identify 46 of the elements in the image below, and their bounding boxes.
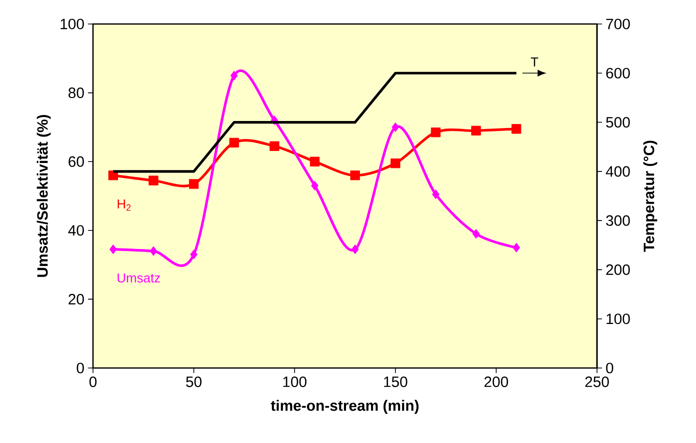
point bbox=[310, 156, 320, 166]
y2-tick-label: 500 bbox=[606, 116, 630, 128]
point bbox=[350, 170, 360, 180]
point bbox=[109, 244, 117, 254]
point bbox=[471, 126, 481, 136]
y-tick-label: 40 bbox=[68, 225, 84, 236]
y-tick-label: 0 bbox=[76, 362, 84, 374]
point bbox=[188, 179, 199, 189]
point bbox=[190, 250, 198, 260]
point bbox=[230, 70, 238, 80]
y-axis-title: Umsatz/Selektivität (%) bbox=[36, 114, 51, 277]
y2-axis-title: Temperatur (°C) bbox=[643, 140, 658, 252]
y2-tick-label: 700 bbox=[606, 18, 630, 30]
point bbox=[432, 189, 440, 200]
x-tick-label: 0 bbox=[89, 376, 97, 388]
point bbox=[150, 246, 158, 256]
point bbox=[512, 124, 522, 134]
x-tick-label: 200 bbox=[484, 376, 508, 388]
x-tick-label: 250 bbox=[585, 376, 609, 388]
y2-tick-label: 100 bbox=[606, 314, 630, 324]
point bbox=[148, 176, 158, 186]
y-tick-label: 60 bbox=[68, 156, 84, 167]
point bbox=[472, 229, 480, 239]
point bbox=[430, 128, 441, 138]
y2-tick-label: 400 bbox=[606, 166, 630, 177]
y2-tick-label: 600 bbox=[606, 68, 630, 78]
point bbox=[390, 158, 400, 168]
point bbox=[311, 180, 318, 191]
point bbox=[229, 138, 239, 148]
y-tick-label: 20 bbox=[68, 294, 84, 304]
y-tick-label: 80 bbox=[68, 88, 84, 98]
y2-tick-label: 300 bbox=[606, 215, 630, 226]
point bbox=[351, 244, 359, 254]
y-tick-label: 100 bbox=[60, 18, 84, 30]
point bbox=[392, 122, 400, 132]
x-axis-title: time-on-stream (min) bbox=[270, 400, 419, 414]
x-tick-label: 50 bbox=[186, 376, 202, 388]
series-label: Umsatz bbox=[118, 273, 160, 283]
series-label: H$_{2}$ bbox=[118, 200, 131, 211]
x-tick-label: 150 bbox=[384, 376, 408, 388]
y2-tick-label: 200 bbox=[606, 264, 630, 275]
point bbox=[512, 242, 520, 252]
series-label: T bbox=[530, 58, 538, 66]
y2-tick-label: 0 bbox=[606, 362, 614, 374]
point bbox=[270, 141, 280, 151]
x-tick-label: 100 bbox=[283, 376, 306, 388]
